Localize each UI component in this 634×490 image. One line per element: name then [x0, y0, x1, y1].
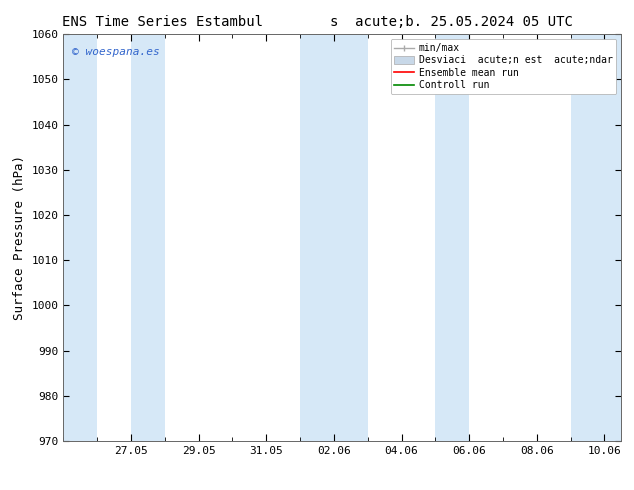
Bar — [300, 34, 368, 441]
Bar — [63, 34, 97, 441]
Y-axis label: Surface Pressure (hPa): Surface Pressure (hPa) — [13, 155, 26, 320]
Bar — [571, 34, 621, 441]
Text: ENS Time Series Estambul        s  acute;b. 25.05.2024 05 UTC: ENS Time Series Estambul s acute;b. 25.0… — [61, 15, 573, 29]
Text: © woespana.es: © woespana.es — [72, 47, 160, 56]
Bar — [436, 34, 469, 441]
Bar — [131, 34, 165, 441]
Legend: min/max, Desviaci  acute;n est  acute;ndar, Ensemble mean run, Controll run: min/max, Desviaci acute;n est acute;ndar… — [391, 39, 616, 94]
